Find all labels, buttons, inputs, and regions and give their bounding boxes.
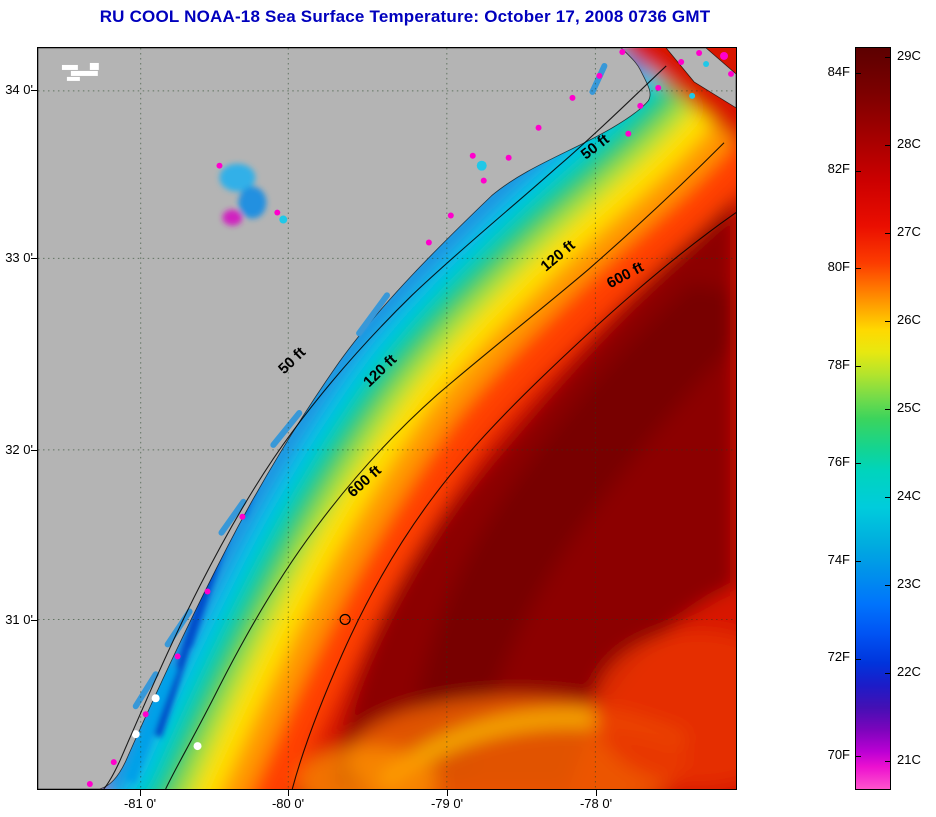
colorbar-tick-c	[885, 585, 890, 586]
cloud-flag-specks	[86, 48, 735, 788]
lat-tick-label-31: 31 0'	[5, 612, 33, 627]
colorbar-tick-f	[856, 268, 861, 269]
lon-tick-label-79: -79 0'	[430, 796, 464, 811]
lat-tick-label-33: 33 0'	[5, 250, 33, 265]
colorbar-label-84f: 84F	[827, 64, 850, 79]
lat-tick-mark	[31, 90, 37, 91]
colorbar-tick-c	[885, 673, 890, 674]
lat-tick-label-34: 34 0'	[5, 82, 33, 97]
colorbar-tick-c	[885, 57, 890, 58]
colorbar-tick-f	[856, 463, 861, 464]
colorbar-tick-f	[856, 561, 861, 562]
colorbar-label-21c: 21C	[897, 752, 921, 767]
bathymetry-contours	[103, 65, 736, 789]
colorbar-tick-c	[885, 497, 890, 498]
colorbar-tick-f	[856, 659, 861, 660]
colorbar-tick-f	[856, 171, 861, 172]
colorbar-label-74f: 74F	[827, 552, 850, 567]
page-title: RU COOL NOAA-18 Sea Surface Temperature:…	[99, 7, 711, 26]
colorbar-label-25c: 25C	[897, 400, 921, 415]
rivers	[132, 62, 608, 710]
colorbar-label-80f: 80F	[827, 259, 850, 274]
lon-tick-mark	[140, 790, 141, 796]
colorbar-label-76f: 76F	[827, 454, 850, 469]
lat-tick-mark	[31, 258, 37, 259]
lon-tick-label-81: -81 0'	[123, 796, 157, 811]
lon-tick-mark	[596, 790, 597, 796]
colorbar-tick-c	[885, 761, 890, 762]
colorbar-label-23c: 23C	[897, 576, 921, 591]
lat-tick-mark	[31, 620, 37, 621]
colorbar-label-72f: 72F	[827, 649, 850, 664]
colorbar-label-27c: 27C	[897, 224, 921, 239]
lon-tick-mark	[288, 790, 289, 796]
colorbar-label-24c: 24C	[897, 488, 921, 503]
cloud-artifact-patch	[219, 163, 267, 226]
sst-map-image	[38, 48, 736, 789]
colorbar-tick-c	[885, 409, 890, 410]
white-cloud-glyph	[61, 62, 99, 81]
colorbar	[855, 47, 891, 790]
colorbar-label-28c: 28C	[897, 136, 921, 151]
colorbar-tick-f	[856, 366, 861, 367]
lat-tick-mark	[31, 450, 37, 451]
lon-tick-label-78: -78 0'	[579, 796, 613, 811]
colorbar-gradient	[856, 48, 890, 789]
colorbar-label-82f: 82F	[827, 161, 850, 176]
colorbar-tick-f	[856, 756, 861, 757]
graticule-grid-lines	[38, 48, 736, 789]
colorbar-label-78f: 78F	[827, 357, 850, 372]
colorbar-tick-c	[885, 321, 890, 322]
colorbar-label-29c: 29C	[897, 48, 921, 63]
lon-tick-mark	[447, 790, 448, 796]
colorbar-tick-c	[885, 233, 890, 234]
colorbar-tick-c	[885, 145, 890, 146]
lon-tick-label-80: -80 0'	[271, 796, 305, 811]
station-circle-marker	[339, 613, 351, 626]
colorbar-label-70f: 70F	[827, 747, 850, 762]
colorbar-label-26c: 26C	[897, 312, 921, 327]
lat-tick-label-32: 32 0'	[5, 442, 33, 457]
colorbar-tick-f	[856, 73, 861, 74]
colorbar-label-22c: 22C	[897, 664, 921, 679]
sst-map: 50 ft 120 ft 600 ft 50 ft 120 ft 600 ft	[37, 47, 737, 790]
